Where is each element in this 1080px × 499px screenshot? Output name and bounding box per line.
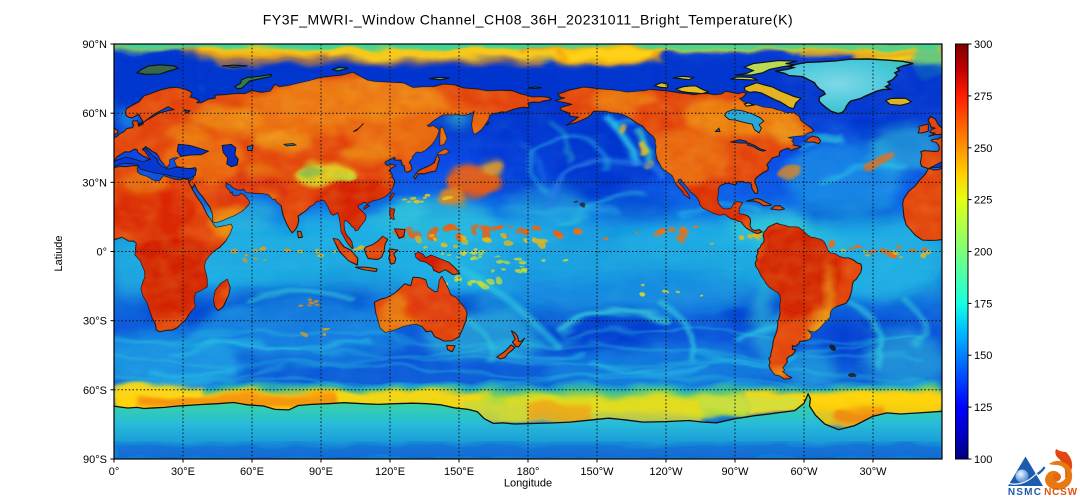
svg-text:150°W: 150°W [580,466,614,478]
svg-text:60°W: 60°W [790,466,818,478]
svg-text:100: 100 [974,454,992,466]
svg-text:NSMC: NSMC [1008,487,1042,498]
svg-text:FY3F_MWRI-_Window Channel_CH08: FY3F_MWRI-_Window Channel_CH08_36H_20231… [263,12,793,28]
svg-text:125: 125 [974,402,992,414]
svg-text:Longitude: Longitude [504,478,552,490]
svg-text:60°E: 60°E [240,466,264,478]
svg-text:90°S: 90°S [83,454,107,466]
svg-text:120°E: 120°E [375,466,405,478]
svg-text:60°N: 60°N [82,108,107,120]
svg-text:250: 250 [974,143,992,155]
svg-text:300: 300 [974,39,992,51]
svg-text:30°E: 30°E [171,466,195,478]
svg-text:90°E: 90°E [309,466,333,478]
svg-text:90°N: 90°N [82,39,107,51]
svg-text:90°W: 90°W [721,466,749,478]
svg-text:Latiude: Latiude [53,235,65,271]
svg-text:175: 175 [974,298,992,310]
svg-text:275: 275 [974,91,992,103]
svg-text:225: 225 [974,195,992,207]
svg-text:30°N: 30°N [82,177,107,189]
svg-text:60°S: 60°S [83,385,107,397]
svg-text:150°E: 150°E [444,466,474,478]
svg-text:30°S: 30°S [83,316,107,328]
svg-text:120°W: 120°W [649,466,683,478]
svg-text:200: 200 [974,247,992,259]
svg-text:150: 150 [974,350,992,362]
svg-text:0°: 0° [96,247,107,259]
svg-text:0°: 0° [109,466,120,478]
svg-text:30°W: 30°W [859,466,887,478]
svg-text:NCSW: NCSW [1044,487,1078,498]
svg-text:180°: 180° [517,466,540,478]
